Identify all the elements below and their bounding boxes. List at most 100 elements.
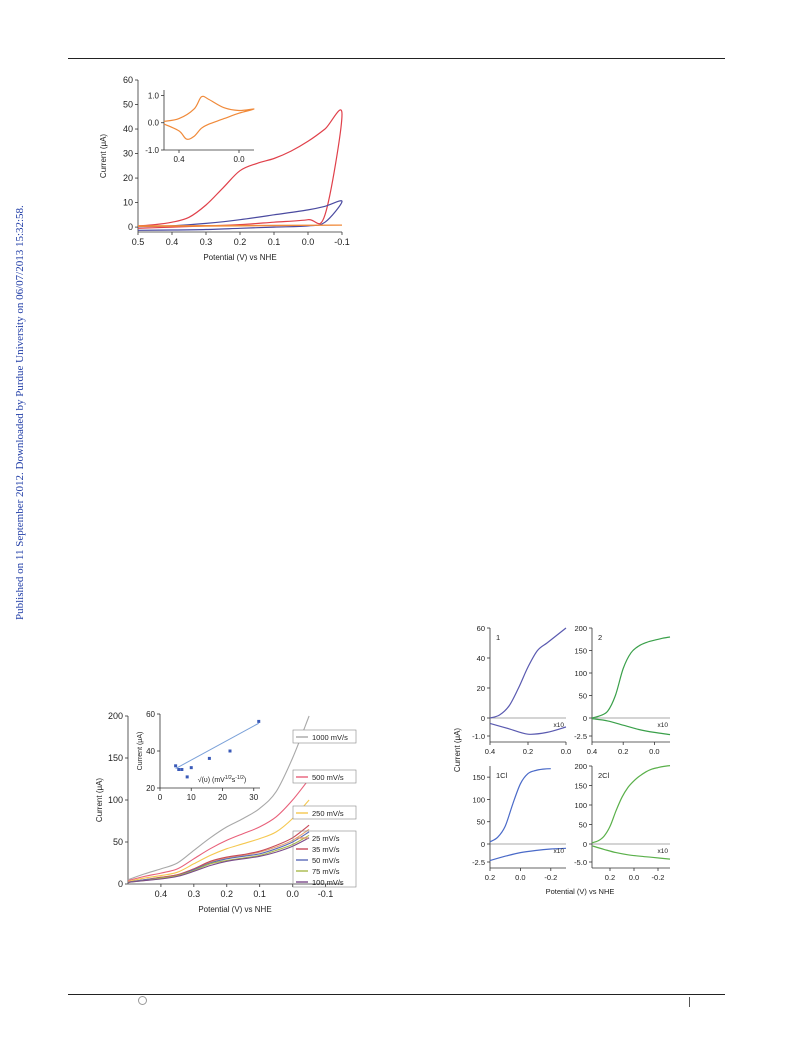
y-tick-label: 40 xyxy=(477,654,485,663)
x-tick-label: -0.1 xyxy=(334,237,350,247)
y-tick-label: 30 xyxy=(123,149,133,159)
inset-series-line xyxy=(163,95,255,140)
panel-note: x10 xyxy=(554,722,565,729)
y-tick-label: 40 xyxy=(146,747,155,756)
panel-reverse-trace xyxy=(489,847,567,862)
scan-series-line xyxy=(127,715,310,881)
y-tick-label: 150 xyxy=(574,782,587,791)
y-tick-label: 0 xyxy=(481,714,485,723)
panel-label: 2Cl xyxy=(598,771,610,780)
y-tick-label: 20 xyxy=(123,173,133,183)
inset-data-point xyxy=(207,756,211,760)
x-tick-label: 0.0 xyxy=(629,873,639,882)
scan-series-line xyxy=(127,837,310,883)
y-tick-label: 150 xyxy=(472,773,485,782)
y-tick-label: 60 xyxy=(477,624,485,633)
panel-label: 1Cl xyxy=(496,771,508,780)
y-tick-label: 0 xyxy=(583,840,587,849)
y-tick-label: 200 xyxy=(574,762,587,771)
y-tick-label: 40 xyxy=(123,124,133,134)
figure-cv-chart: 0.5 0.4 0.3 0.2 0.1 0.0 -0.1 0 10 20 30 40 50 60 0.4 0.… xyxy=(99,75,350,262)
y-tick-label: 150 xyxy=(108,753,123,763)
x-tick-label: -0.2 xyxy=(544,873,557,882)
x-tick-label: 0.3 xyxy=(188,889,201,899)
x-axis-label: Potential (V) vs NHE xyxy=(203,253,276,262)
x-axis-label: Potential (V) vs NHE xyxy=(198,905,271,914)
page-mark-icon xyxy=(138,996,147,1005)
x-tick-label: 0.0 xyxy=(561,747,571,756)
x-tick-label: 0.2 xyxy=(605,873,615,882)
x-tick-label: 0.0 xyxy=(302,237,315,247)
y-tick-label: 1.0 xyxy=(148,91,160,100)
x-tick-label: 0.4 xyxy=(485,747,495,756)
cv-series-line xyxy=(137,200,343,231)
x-tick-label: -0.1 xyxy=(318,889,334,899)
y-tick-label: 0 xyxy=(583,714,587,723)
scan-series-line xyxy=(127,778,310,882)
x-tick-label: 0.2 xyxy=(234,237,247,247)
x-tick-label: 0.2 xyxy=(221,889,234,899)
x-tick-label: 0.0 xyxy=(233,155,245,164)
legend-box xyxy=(292,769,357,784)
panel-label: 1 xyxy=(496,633,500,642)
y-axis-label: Current (μA) xyxy=(95,778,104,823)
x-tick-label: 0 xyxy=(158,793,163,802)
y-tick-label: -1.0 xyxy=(472,732,485,741)
inset-data-point xyxy=(257,719,261,723)
x-tick-label: 10 xyxy=(187,793,196,802)
y-tick-label: 200 xyxy=(108,711,123,721)
panel-2Cl: 0.2 0.0 -0.2 200 150 100 50 0 -5.0 2Cl x10 xyxy=(574,762,671,882)
x-tick-label: -0.2 xyxy=(652,873,665,882)
x-tick-label: 0.5 xyxy=(132,237,145,247)
y-axis-label: Current (μA) xyxy=(453,728,462,773)
y-tick-label: 100 xyxy=(108,795,123,805)
y-tick-label: -5.0 xyxy=(574,858,587,867)
x-tick-label: 0.4 xyxy=(173,155,185,164)
panel-forward-trace xyxy=(489,768,551,843)
x-tick-label: 0.2 xyxy=(618,747,628,756)
inset-data-point xyxy=(185,775,189,779)
panel-reverse-trace xyxy=(489,722,567,735)
panel-1Cl: 0.2 0.0 -0.2 150 100 50 0 -2.5 1Cl x10 xyxy=(472,766,567,882)
figure-scan-rate-chart: 0.4 0.3 0.2 0.1 0.0 -0.1 0 50 100 150 200 0 10 20 30 20… xyxy=(95,710,357,914)
y-tick-label: 200 xyxy=(574,624,587,633)
legend-label: 1000 mV/s xyxy=(312,733,348,742)
legend-label: 250 mV/s xyxy=(312,809,344,818)
y-tick-label: 0.0 xyxy=(148,119,160,128)
header-rule xyxy=(68,58,725,59)
x-tick-label: 0.1 xyxy=(253,889,266,899)
x-axis-label: Potential (V) vs NHE xyxy=(546,887,615,896)
y-tick-label: -2.5 xyxy=(472,858,485,867)
legend-label: 500 mV/s xyxy=(312,773,344,782)
x-tick-label: 0.0 xyxy=(286,889,299,899)
inset-x-label: √(υ) (mV1/2s-1/2) xyxy=(198,775,247,784)
inset-data-point xyxy=(228,749,232,753)
panel-forward-trace xyxy=(489,627,567,719)
legend-label: 75 mV/s xyxy=(312,867,340,876)
x-tick-label: 0.4 xyxy=(166,237,179,247)
y-tick-label: 50 xyxy=(123,100,133,110)
download-notice: Published on 11 September 2012. Download… xyxy=(14,205,26,620)
legend-box xyxy=(292,729,357,744)
legend-label: 50 mV/s xyxy=(312,856,340,865)
inset-data-point xyxy=(180,768,184,771)
y-axis-label: Current (μA) xyxy=(99,134,108,179)
x-tick-label: 30 xyxy=(249,793,258,802)
y-tick-label: 20 xyxy=(477,684,485,693)
inset-y-label: Current (μA) xyxy=(137,732,144,771)
y-tick-label: 0 xyxy=(481,840,485,849)
inset-data-point xyxy=(174,764,178,768)
y-tick-label: -2.5 xyxy=(574,732,587,741)
cv-series-line xyxy=(137,224,343,227)
panel-note: x10 xyxy=(658,848,669,855)
legend-label: 100 mV/s xyxy=(312,878,344,887)
y-tick-label: 50 xyxy=(477,818,485,827)
x-tick-label: 0.4 xyxy=(155,889,168,899)
legend-box xyxy=(292,805,357,820)
scan-series-line xyxy=(127,824,310,883)
x-tick-label: 0.4 xyxy=(587,747,597,756)
legend-label: 25 mV/s xyxy=(312,834,340,843)
y-tick-label: 60 xyxy=(146,710,155,719)
panel-note: x10 xyxy=(658,722,669,729)
